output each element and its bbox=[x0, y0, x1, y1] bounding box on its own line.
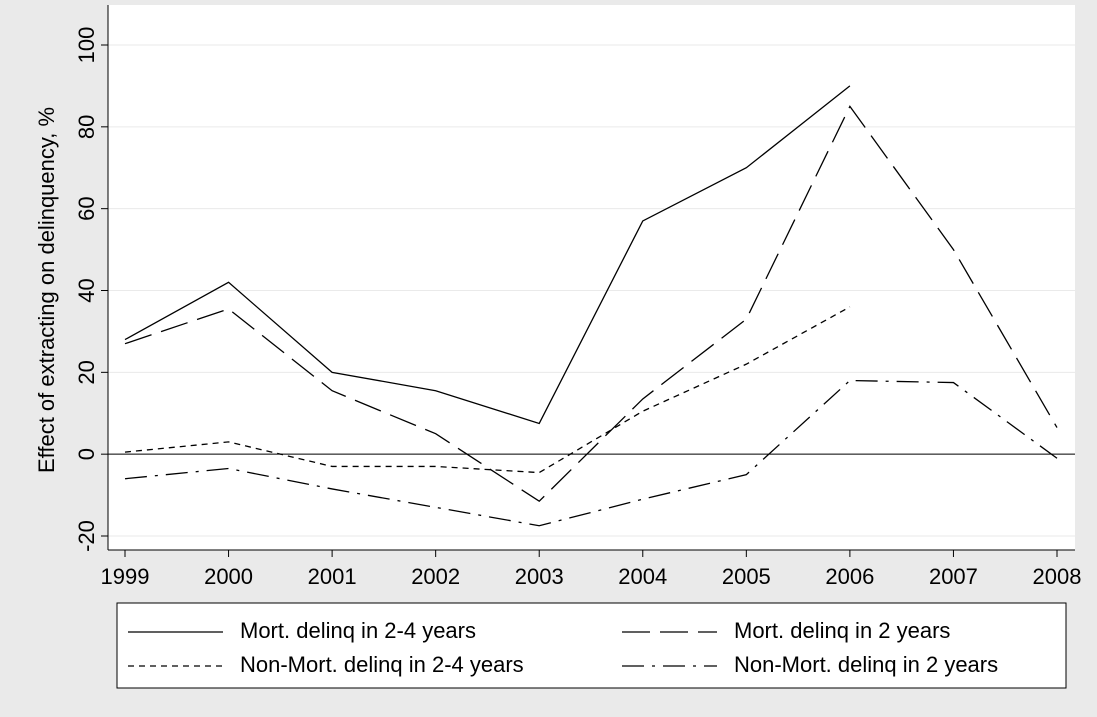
y-tick-label: 40 bbox=[74, 278, 99, 302]
y-tick-label: 0 bbox=[74, 448, 99, 460]
x-tick-label: 2001 bbox=[308, 564, 357, 589]
x-tick-label: 2004 bbox=[618, 564, 667, 589]
series-line bbox=[124, 306, 851, 474]
x-tick-label: 2000 bbox=[204, 564, 253, 589]
y-tick-label: -20 bbox=[74, 520, 99, 552]
y-tick-label: 100 bbox=[74, 27, 99, 64]
x-tick-label: 2006 bbox=[825, 564, 874, 589]
x-tick-label: 2008 bbox=[1033, 564, 1082, 589]
x-tick-label: 2002 bbox=[411, 564, 460, 589]
series-line bbox=[124, 105, 1058, 503]
x-tick-label: 1999 bbox=[101, 564, 150, 589]
series-line bbox=[124, 379, 1058, 527]
legend-label: Non-Mort. delinq in 2 years bbox=[734, 652, 998, 677]
y-tick-label: 80 bbox=[74, 115, 99, 139]
plot-area bbox=[108, 5, 1075, 550]
series-line bbox=[124, 85, 851, 425]
y-tick-label: 20 bbox=[74, 360, 99, 384]
y-axis-label: Effect of extracting on delinquency, % bbox=[34, 107, 59, 473]
legend-label: Mort. delinq in 2 years bbox=[734, 618, 950, 643]
legend-box bbox=[116, 602, 1067, 689]
legend-label: Mort. delinq in 2-4 years bbox=[240, 618, 476, 643]
y-tick-label: 60 bbox=[74, 196, 99, 220]
x-tick-label: 2003 bbox=[515, 564, 564, 589]
legend-label: Non-Mort. delinq in 2-4 years bbox=[240, 652, 524, 677]
x-tick-label: 2005 bbox=[722, 564, 771, 589]
x-tick-label: 2007 bbox=[929, 564, 978, 589]
